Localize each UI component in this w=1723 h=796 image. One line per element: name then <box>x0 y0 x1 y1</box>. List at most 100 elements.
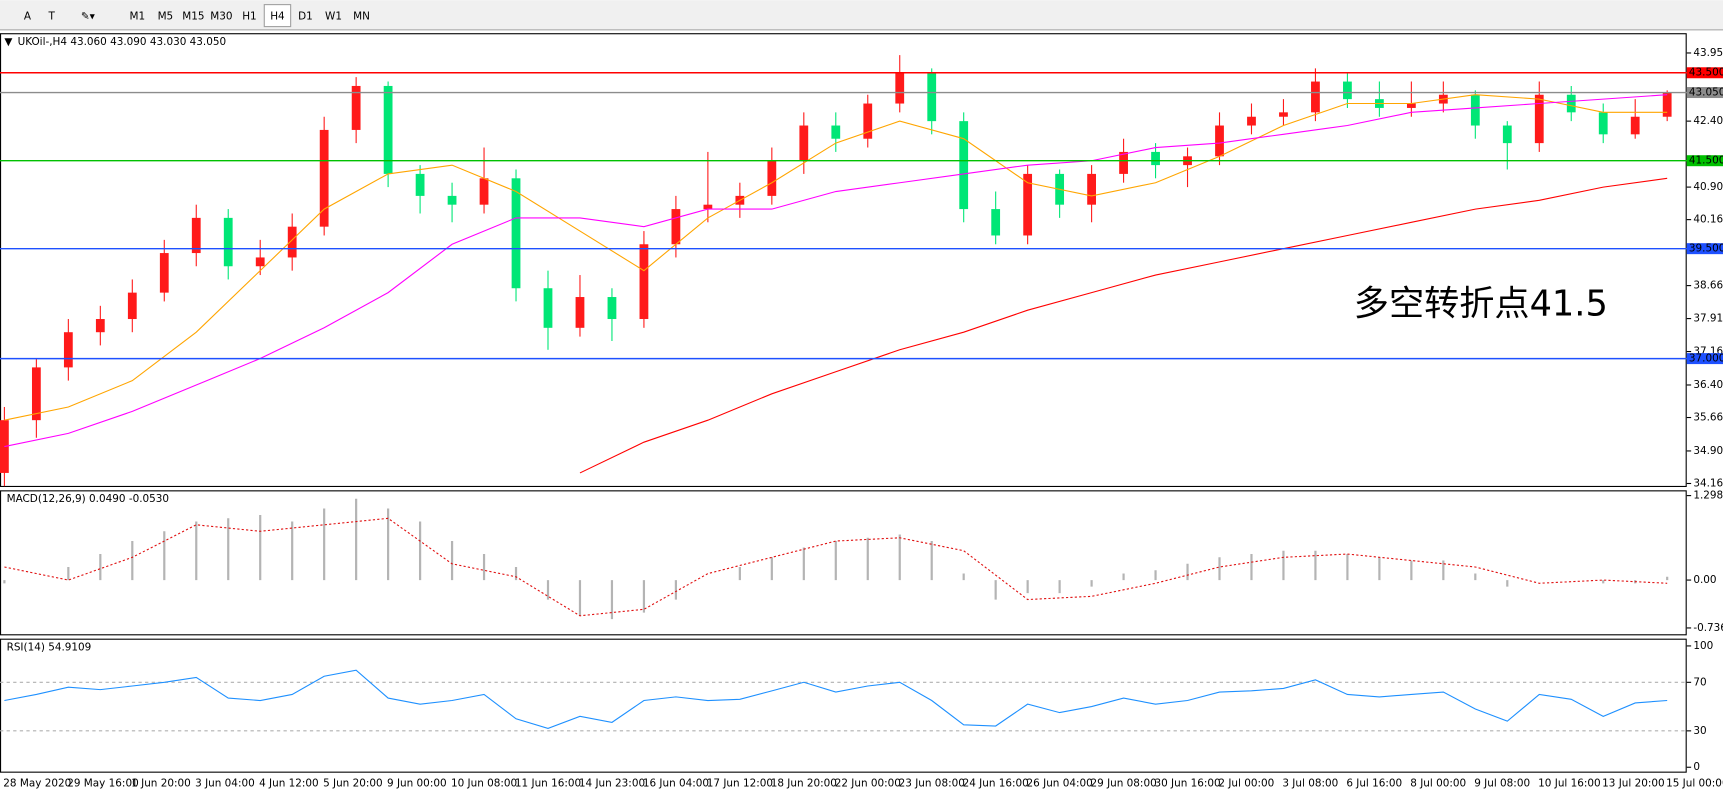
candle-body <box>479 178 489 205</box>
candle-body <box>1311 81 1320 113</box>
macd-signal <box>4 517 1668 617</box>
y-tick-label: 1.2985 <box>1693 490 1723 502</box>
moving-average <box>4 94 1668 448</box>
candle-body <box>991 209 1001 236</box>
panel-title: MACD(12,26,9) 0.0490 -0.0530 <box>7 493 169 505</box>
candle-body <box>95 319 105 333</box>
timeframe-button[interactable]: M5 <box>158 11 174 23</box>
timeframe-button[interactable]: H4 <box>270 11 285 23</box>
timeframe-button[interactable]: MN <box>353 11 370 23</box>
candle-body <box>799 125 809 161</box>
level-label: 41.500 <box>1689 155 1723 167</box>
x-tick-label: 9 Jul 08:00 <box>1474 778 1530 790</box>
candle-body <box>383 85 393 174</box>
candle-body <box>319 129 329 227</box>
candle-body <box>159 253 169 293</box>
x-tick-label: 1 Jun 20:00 <box>131 778 191 790</box>
x-tick-label: 10 Jun 08:00 <box>451 778 517 790</box>
x-tick-label: 24 Jun 16:00 <box>963 778 1029 790</box>
level-label: 43.050 <box>1689 87 1723 99</box>
x-tick-label: 28 May 2020 <box>3 778 71 790</box>
x-tick-label: 22 Jun 00:00 <box>835 778 901 790</box>
level-label-bg <box>1686 353 1723 365</box>
candle-body <box>831 125 841 139</box>
candle-body <box>1279 112 1288 117</box>
candle-body <box>1215 125 1224 157</box>
level-label-bg <box>1686 67 1723 79</box>
panel-title: UKOil-,H4 43.060 43.090 43.030 43.050 <box>18 36 227 48</box>
y-tick-label: 40.160 <box>1693 214 1723 226</box>
level-label: 43.500 <box>1689 67 1723 79</box>
level-label-bg <box>1686 155 1723 167</box>
candle-body <box>1151 151 1160 166</box>
candle-body <box>1502 125 1512 144</box>
timeframe-button[interactable]: W1 <box>325 11 342 23</box>
candle-body <box>607 297 617 320</box>
candle-body <box>1630 116 1640 135</box>
candle-body <box>31 367 41 421</box>
timeframe-button[interactable]: M30 <box>210 11 232 23</box>
candle-body <box>1662 92 1672 117</box>
timeframe-button[interactable]: M15 <box>182 11 204 23</box>
y-tick-label: 100 <box>1693 640 1713 652</box>
candle-body <box>191 217 201 254</box>
y-tick-label: 38.660 <box>1693 280 1723 292</box>
tool-button[interactable]: A <box>24 11 32 23</box>
x-tick-label: 5 Jun 20:00 <box>323 778 383 790</box>
candle-body <box>287 226 297 258</box>
candle-body <box>895 72 905 104</box>
x-tick-label: 30 Jun 16:00 <box>1154 778 1220 790</box>
candle-body <box>543 288 553 328</box>
moving-average <box>4 94 1668 421</box>
tf-active <box>263 4 292 28</box>
y-tick-label: 37.910 <box>1693 313 1723 325</box>
x-tick-label: 29 May 16:00 <box>67 778 138 790</box>
x-tick-label: 2 Jul 00:00 <box>1218 778 1274 790</box>
main-panel <box>0 33 1687 488</box>
timeframe-button[interactable]: D1 <box>298 11 313 23</box>
x-tick-label: 9 Jun 00:00 <box>387 778 447 790</box>
candle-body <box>927 72 937 122</box>
rsi-line <box>4 669 1668 730</box>
candle-body <box>447 195 457 205</box>
y-tick-label: 34.900 <box>1693 445 1723 457</box>
timeframe-button[interactable]: H1 <box>242 11 256 23</box>
candle-body <box>351 85 361 130</box>
y-tick-label: 36.400 <box>1693 379 1723 391</box>
candle-body <box>1087 173 1096 205</box>
x-tick-label: 17 Jun 12:00 <box>707 778 773 790</box>
candle-body <box>415 173 425 196</box>
x-tick-label: 10 Jul 16:00 <box>1538 778 1601 790</box>
candle-body <box>767 160 777 196</box>
x-tick-label: 29 Jun 08:00 <box>1091 778 1157 790</box>
x-tick-label: 3 Jun 04:00 <box>195 778 255 790</box>
candle-body <box>703 204 713 210</box>
x-tick-label: 8 Jul 00:00 <box>1410 778 1466 790</box>
y-tick-label: 35.660 <box>1693 412 1723 424</box>
candle-body <box>1023 173 1033 236</box>
candle-body <box>1534 94 1544 144</box>
y-tick-label: 40.900 <box>1693 181 1723 193</box>
candle-body <box>959 121 969 210</box>
x-tick-label: 4 Jun 12:00 <box>259 778 319 790</box>
y-tick-label: 0.00 <box>1693 574 1716 586</box>
level-label-bg <box>1686 243 1723 255</box>
candle-body <box>1566 94 1576 113</box>
candle-body <box>1119 151 1128 174</box>
level-label-bg <box>1686 87 1723 99</box>
tool-icon[interactable]: ✎▾ <box>81 11 96 23</box>
x-tick-label: 23 Jun 08:00 <box>899 778 965 790</box>
timeframe-button[interactable]: M1 <box>130 11 146 23</box>
y-tick-label: 30 <box>1693 725 1706 737</box>
candle-body <box>1343 81 1352 100</box>
x-tick-label: 6 Jul 16:00 <box>1346 778 1402 790</box>
candle-body <box>863 103 873 139</box>
tool-button[interactable]: T <box>47 11 55 23</box>
x-tick-label: 13 Jul 20:00 <box>1602 778 1665 790</box>
y-tick-label: -0.7362 <box>1693 622 1723 634</box>
candle-body <box>1247 116 1256 126</box>
x-tick-label: 3 Jul 08:00 <box>1282 778 1338 790</box>
candle-body <box>639 244 649 320</box>
panel-title: RSI(14) 54.9109 <box>7 641 92 653</box>
